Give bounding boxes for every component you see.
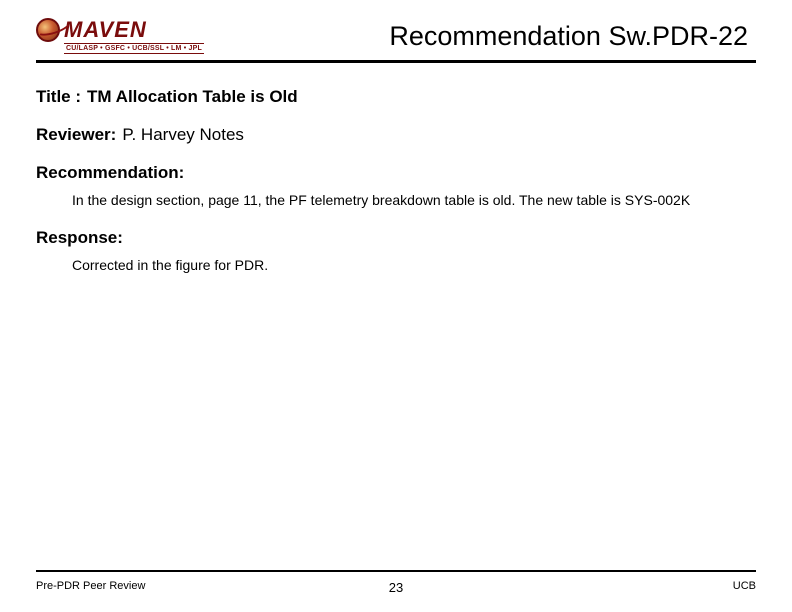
title-value: TM Allocation Table is Old — [87, 87, 298, 107]
page-title: Recommendation Sw.PDR-22 — [389, 21, 748, 52]
footer-right: UCB — [733, 580, 756, 592]
title-field: Title : TM Allocation Table is Old — [36, 87, 756, 107]
response-field: Response: Corrected in the figure for PD… — [36, 228, 756, 275]
logo-row: MAVEN — [36, 18, 147, 42]
slide-body: Title : TM Allocation Table is Old Revie… — [36, 63, 756, 275]
response-body: Corrected in the figure for PDR. — [72, 256, 712, 275]
response-label: Response: — [36, 228, 756, 248]
recommendation-body: In the design section, page 11, the PF t… — [72, 191, 712, 210]
footer-left: Pre-PDR Peer Review — [36, 580, 145, 592]
slide-header: MAVEN CU/LASP • GSFC • UCB/SSL • LM • JP… — [36, 18, 756, 63]
logo-block: MAVEN CU/LASP • GSFC • UCB/SSL • LM • JP… — [36, 18, 204, 54]
slide: MAVEN CU/LASP • GSFC • UCB/SSL • LM • JP… — [0, 0, 792, 612]
recommendation-label: Recommendation: — [36, 163, 756, 183]
recommendation-field: Recommendation: In the design section, p… — [36, 163, 756, 210]
planet-icon — [36, 18, 60, 42]
slide-footer: Pre-PDR Peer Review 23 UCB — [36, 570, 756, 592]
title-label: Title : — [36, 87, 81, 107]
footer-page-number: 23 — [389, 580, 403, 595]
logo-text: MAVEN — [64, 19, 147, 41]
reviewer-value: P. Harvey Notes — [122, 125, 244, 145]
reviewer-field: Reviewer: P. Harvey Notes — [36, 125, 756, 145]
reviewer-label: Reviewer: — [36, 125, 116, 145]
logo-subline: CU/LASP • GSFC • UCB/SSL • LM • JPL — [64, 43, 204, 54]
